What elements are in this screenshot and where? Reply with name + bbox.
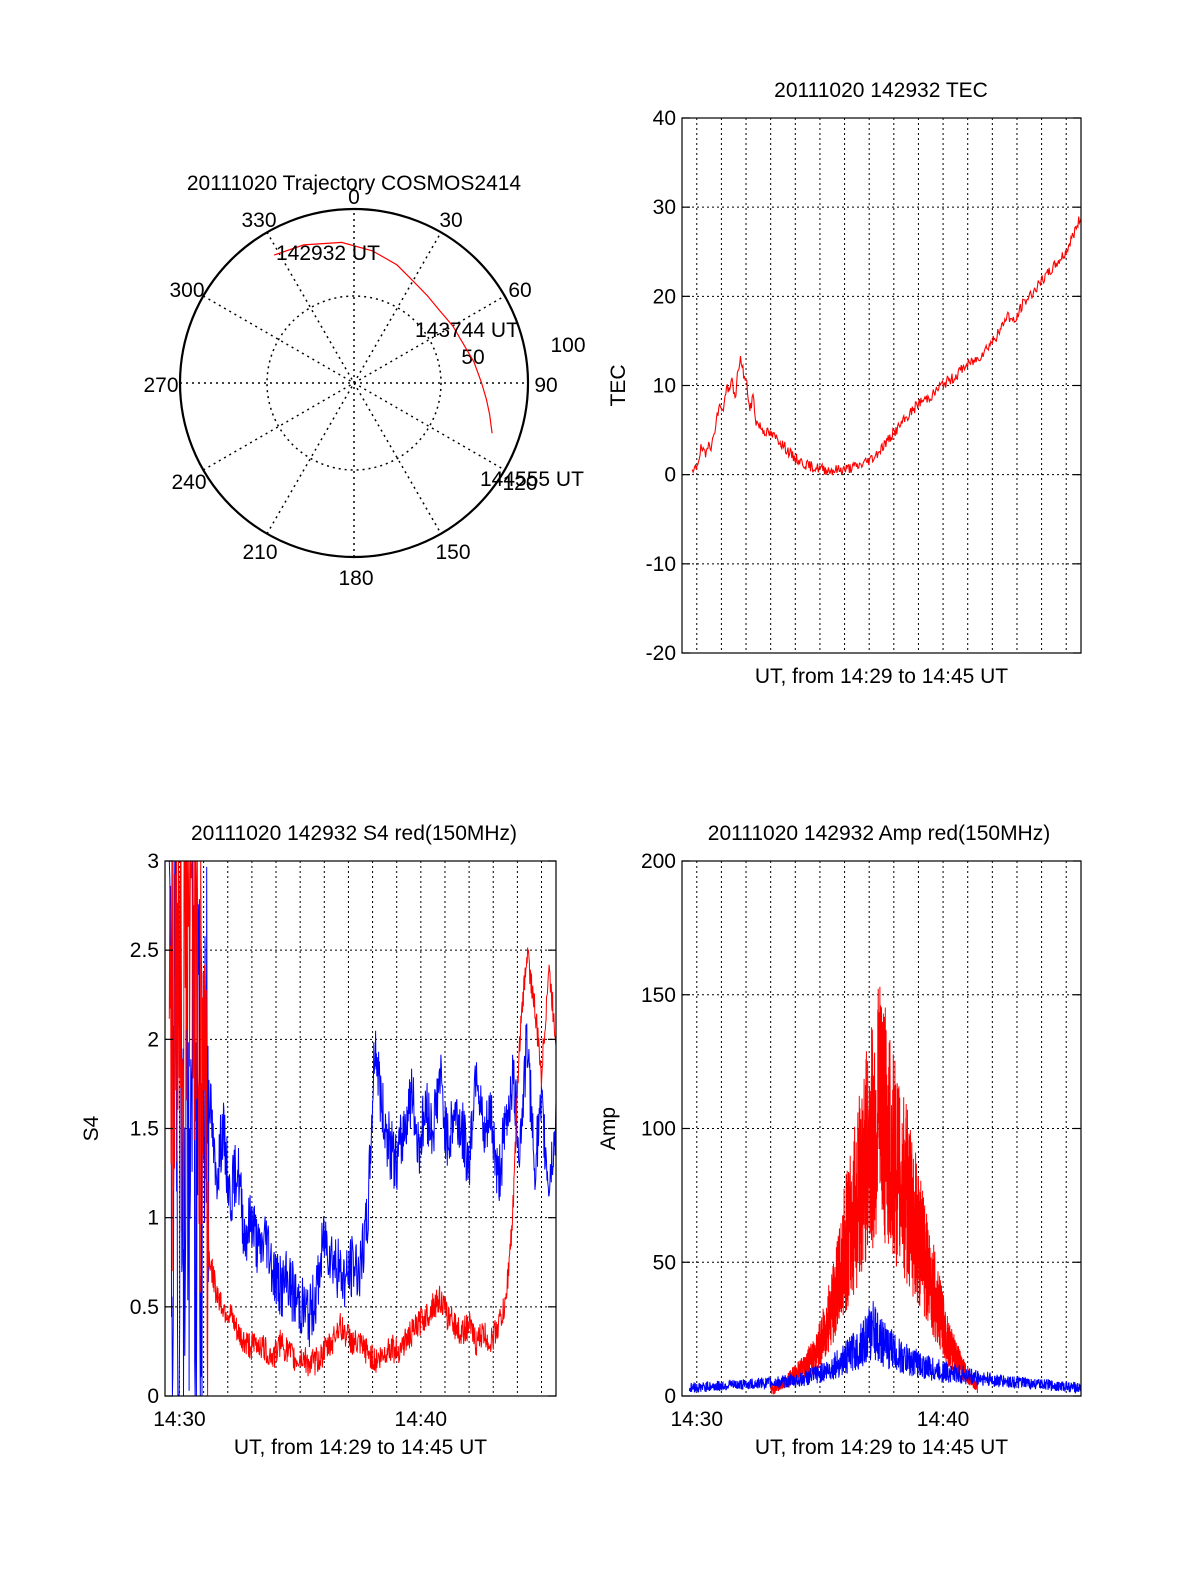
polar-azimuth-label: 240 <box>171 471 206 494</box>
amp-title: 20111020 142932 Amp red(150MHz) <box>708 822 1050 845</box>
tec-grid <box>682 118 1081 653</box>
y-tick-label: 2.5 <box>130 939 159 962</box>
x-tick-label: 14:30 <box>670 1408 723 1431</box>
amp-y-label: Amp <box>597 1107 620 1150</box>
polar-azimuth-label: 270 <box>143 374 178 397</box>
tec-x-label: UT, from 14:29 to 14:45 UT <box>755 665 1008 688</box>
tec-y-label: TEC <box>607 365 630 407</box>
y-tick-label: 1.5 <box>130 1118 159 1141</box>
y-tick-label: 10 <box>653 375 676 398</box>
amp-x-label: UT, from 14:29 to 14:45 UT <box>755 1436 1008 1459</box>
s4-x-ticks: 14:30 14:40 <box>153 1408 447 1431</box>
amp-panel: 20111020 142932 Amp red(150MHz) 0 50 100 15… <box>597 822 1082 1459</box>
y-tick-label: 0 <box>664 464 676 487</box>
y-tick-label: 3 <box>147 850 159 873</box>
x-tick-label: 14:30 <box>153 1408 206 1431</box>
polar-azimuth-label: 30 <box>439 209 462 232</box>
tec-title: 20111020 142932 TEC <box>774 79 988 102</box>
tec-y-ticks: -20 -10 0 10 20 30 40 <box>646 107 1081 665</box>
y-tick-label: 20 <box>653 285 676 308</box>
polar-radial-label-100: 100 <box>550 334 585 357</box>
trajectory-line <box>273 241 493 434</box>
y-tick-label: 2 <box>147 1028 159 1051</box>
polar-grid <box>178 207 530 559</box>
amp-x-ticks: 14:30 14:40 <box>670 1408 969 1431</box>
y-tick-label: 150 <box>641 984 676 1007</box>
polar-radial-label-50: 50 <box>461 346 484 369</box>
s4-series <box>168 860 557 1397</box>
polar-azimuth-label: 0 <box>348 186 360 209</box>
y-tick-label: 0.5 <box>130 1296 159 1319</box>
tec-frame <box>681 117 1082 654</box>
s4-title: 20111020 142932 S4 red(150MHz) <box>191 822 517 845</box>
s4-x-label: UT, from 14:29 to 14:45 UT <box>234 1436 487 1459</box>
y-tick-label: 1 <box>147 1207 159 1230</box>
polar-azimuth-label: 300 <box>169 279 204 302</box>
y-tick-label: 0 <box>147 1385 159 1408</box>
trajectory-mid-label: 143744 UT <box>415 319 519 342</box>
y-tick-label: 0 <box>664 1385 676 1408</box>
trajectory-start-label: 142932 UT <box>276 242 380 265</box>
polar-azimuth-label: 90 <box>534 374 557 397</box>
polar-azimuth-label: 180 <box>338 567 373 590</box>
y-tick-label: 200 <box>641 850 676 873</box>
series-line <box>168 860 557 1397</box>
polar-azimuth-labels: 0 30 60 90 150 180 210 240 270 300 330 120 <box>143 186 557 590</box>
polar-azimuth-label: 120 <box>502 472 537 495</box>
series-line <box>688 1301 1082 1395</box>
y-tick-label: 30 <box>653 196 676 219</box>
y-tick-label: 40 <box>653 107 676 130</box>
series-line <box>691 216 1082 476</box>
polar-azimuth-label: 150 <box>435 541 470 564</box>
s4-panel: 20111020 142932 S4 red(150MHz) 0 0.5 1 1.5 2… <box>80 822 557 1459</box>
y-tick-label: 100 <box>641 1118 676 1141</box>
y-tick-label: -10 <box>646 553 676 576</box>
polar-azimuth-label: 330 <box>241 209 276 232</box>
polar-spoke <box>266 231 442 535</box>
amp-series <box>688 986 1082 1395</box>
series-line <box>168 860 557 1397</box>
s4-y-label: S4 <box>80 1115 103 1141</box>
polar-trajectory-panel: 20111020 Trajectory COSMOS2414 0 30 60 90 15… <box>143 172 585 590</box>
x-tick-label: 14:40 <box>917 1408 970 1431</box>
y-tick-label: -20 <box>646 642 676 665</box>
s4-y-ticks: 0 0.5 1 1.5 2 2.5 3 <box>130 850 556 1408</box>
trajectory-end-label: 144555 UT <box>480 468 584 491</box>
x-tick-label: 14:40 <box>395 1408 448 1431</box>
amp-y-ticks: 0 50 100 150 200 <box>641 850 1081 1408</box>
tec-series <box>691 216 1082 476</box>
y-tick-label: 50 <box>653 1251 676 1274</box>
polar-inner-circle <box>266 295 442 471</box>
polar-azimuth-label: 60 <box>508 279 531 302</box>
polar-azimuth-label: 210 <box>242 541 277 564</box>
polar-title: 20111020 Trajectory COSMOS2414 <box>187 172 522 195</box>
